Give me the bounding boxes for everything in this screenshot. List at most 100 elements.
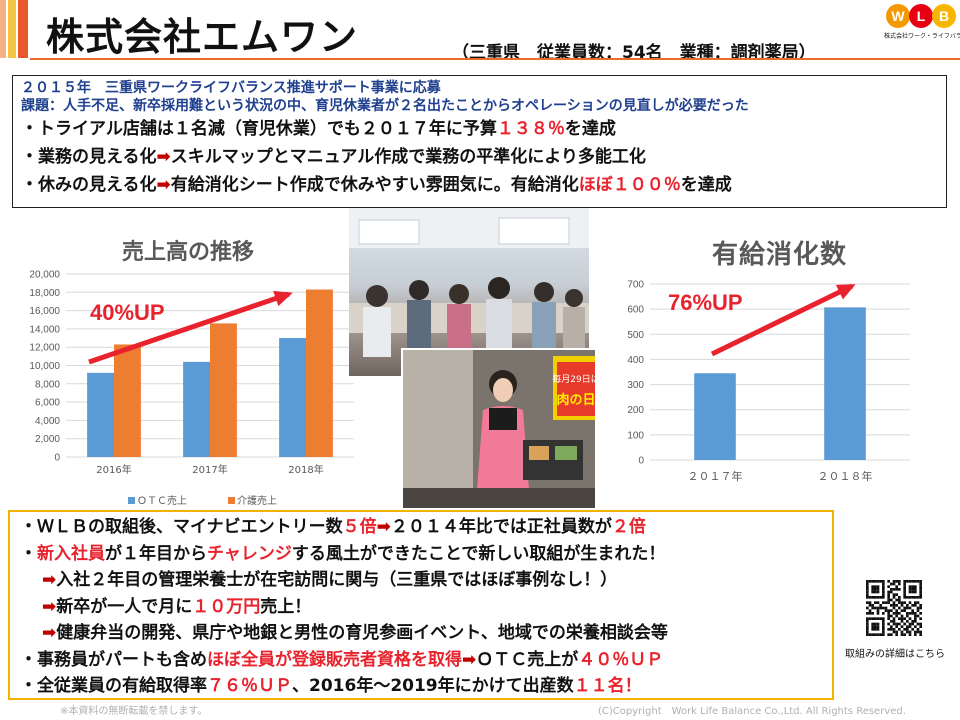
qr-module <box>892 588 896 591</box>
summary-text: を達成 <box>680 175 732 195</box>
qr-module <box>911 590 914 594</box>
qr-module <box>890 625 893 628</box>
qr-module <box>919 630 922 634</box>
qr-module <box>871 604 874 607</box>
qr-module <box>871 588 874 591</box>
qr-module <box>898 606 901 610</box>
qr-module <box>887 609 890 612</box>
qr-module <box>903 601 906 604</box>
qr-module <box>890 598 893 602</box>
qr-module <box>914 614 917 618</box>
qr-module <box>876 590 880 594</box>
qr-module <box>900 620 904 623</box>
legend-label: 介護売上 <box>237 494 277 507</box>
qr-module <box>882 590 885 594</box>
highlight-text: ２倍 <box>611 517 646 537</box>
sign-text: 肉の日 <box>556 392 595 408</box>
qr-module <box>866 580 869 583</box>
qr-module <box>887 617 890 620</box>
qr-module <box>906 614 909 618</box>
qr-module <box>903 580 906 583</box>
qr-module <box>903 622 906 626</box>
qr-module <box>887 628 890 631</box>
staff-photo: 毎月29日は 肉の日 <box>401 348 597 510</box>
qr-module <box>903 628 906 631</box>
qr-module <box>866 582 869 586</box>
qr-module <box>908 590 912 594</box>
qr-module <box>876 617 880 620</box>
summary-line: ・トライアル店舗は１名減（育児休業）でも２０１７年に予算１３８％を達成 <box>21 115 938 143</box>
qr-module <box>868 612 872 615</box>
qr-module <box>895 585 898 588</box>
qr-module <box>892 612 896 615</box>
highlight-text: ほぼ１００％ <box>578 175 681 195</box>
trend-arrow <box>88 291 290 365</box>
qr-module <box>871 606 874 610</box>
qr-module <box>908 606 912 610</box>
qr-module <box>906 580 909 583</box>
qr-module <box>895 625 898 628</box>
result-text: する風土ができたことで新しい取組が生まれた！ <box>291 543 666 564</box>
trend-arrow <box>710 283 854 357</box>
qr-module <box>868 617 872 620</box>
qr-module <box>868 633 872 636</box>
summary-text: ・トライアル店舗は１名減（育児休業）でも２０１７年に予算 <box>21 119 497 139</box>
qr-module <box>919 633 922 636</box>
qr-module <box>919 596 922 599</box>
qr-module <box>900 633 904 636</box>
qr-module <box>882 580 885 583</box>
qr-module <box>874 585 877 588</box>
qr-module <box>876 585 880 588</box>
qr-module <box>906 606 909 610</box>
summary-issue: 課題：人手不足、新卒採用難という状況の中、育児休業者が２名出たことからオペレーシ… <box>21 98 749 114</box>
qr-module <box>900 604 904 607</box>
qr-module <box>866 625 869 628</box>
qr-module <box>892 580 896 583</box>
arrow-icon: ➡ <box>156 147 171 167</box>
qr-module <box>887 614 890 618</box>
qr-module <box>879 633 882 636</box>
qr-module <box>900 601 904 604</box>
qr-module <box>903 596 906 599</box>
qr-module <box>906 612 909 615</box>
qr-module <box>908 585 912 588</box>
y-tick-label: 0 <box>54 453 60 464</box>
qr-module <box>906 630 909 634</box>
y-tick-label: 14,000 <box>29 324 60 335</box>
qr-module <box>876 612 880 615</box>
qr-module <box>890 588 893 591</box>
result-text: ・全従業員の有給取得率 <box>20 676 207 696</box>
qr-module <box>882 612 885 615</box>
qr-module <box>911 622 914 626</box>
qr-module <box>892 606 896 610</box>
qr-module <box>866 628 869 631</box>
qr-module <box>876 606 880 610</box>
y-tick-label: 2,000 <box>35 434 60 445</box>
qr-module <box>882 617 885 620</box>
qr-module <box>911 588 914 591</box>
highlight-text: １０万円 <box>192 596 261 617</box>
qr-module <box>882 633 885 636</box>
qr-module <box>895 604 898 607</box>
qr-module <box>892 596 896 599</box>
qr-module <box>903 582 906 586</box>
qr-module <box>919 625 922 628</box>
qr-module <box>879 617 882 620</box>
qr-module <box>914 588 917 591</box>
qr-module <box>890 614 893 618</box>
qr-module <box>895 633 898 636</box>
qr-module <box>892 622 896 626</box>
bar-primary <box>183 361 210 457</box>
qr-module <box>911 604 914 607</box>
qr-code-icon[interactable] <box>866 580 922 636</box>
qr-module <box>874 628 877 631</box>
qr-module <box>890 628 893 631</box>
qr-module <box>882 585 885 588</box>
qr-module <box>879 606 882 610</box>
bar-primary <box>279 338 306 457</box>
qr-module <box>916 614 920 618</box>
qr-module <box>914 590 917 594</box>
qr-module <box>874 588 877 591</box>
qr-module <box>882 625 885 628</box>
qr-module <box>898 612 901 615</box>
